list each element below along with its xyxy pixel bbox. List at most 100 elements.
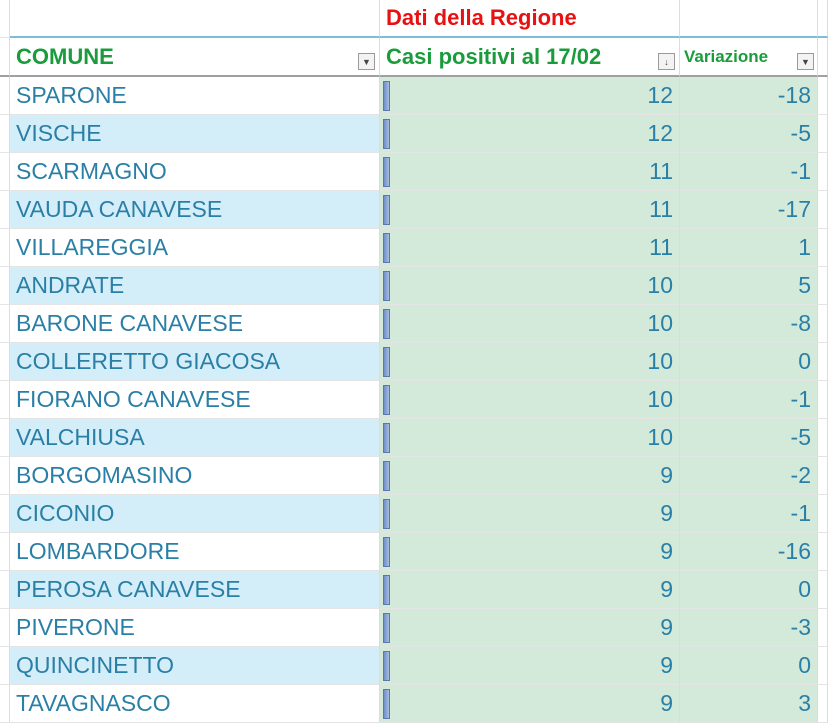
cell[interactable] bbox=[818, 685, 828, 723]
cell[interactable] bbox=[818, 457, 828, 495]
comune-cell[interactable]: TAVAGNASCO bbox=[10, 685, 380, 723]
comune-cell[interactable]: PIVERONE bbox=[10, 609, 380, 647]
comune-cell[interactable]: VILLAREGGIA bbox=[10, 229, 380, 267]
cell[interactable] bbox=[0, 609, 10, 647]
variazione-cell[interactable]: -5 bbox=[680, 115, 818, 153]
cell[interactable] bbox=[818, 191, 828, 229]
cell[interactable] bbox=[0, 305, 10, 343]
casi-cell[interactable]: 12 bbox=[380, 115, 680, 153]
variazione-cell[interactable]: -16 bbox=[680, 533, 818, 571]
cell[interactable] bbox=[818, 115, 828, 153]
comune-cell[interactable]: VAUDA CANAVESE bbox=[10, 191, 380, 229]
cell[interactable] bbox=[818, 153, 828, 191]
comune-cell[interactable]: COLLERETTO GIACOSA bbox=[10, 343, 380, 381]
cell[interactable] bbox=[0, 381, 10, 419]
variazione-cell[interactable]: 3 bbox=[680, 685, 818, 723]
cell[interactable] bbox=[818, 305, 828, 343]
variazione-cell[interactable]: -8 bbox=[680, 305, 818, 343]
cell[interactable] bbox=[818, 609, 828, 647]
variazione-cell[interactable]: -5 bbox=[680, 419, 818, 457]
cell[interactable] bbox=[0, 38, 10, 77]
cell[interactable] bbox=[818, 77, 828, 115]
filter-dropdown-icon[interactable]: ▼ bbox=[797, 53, 814, 70]
cell[interactable] bbox=[0, 685, 10, 723]
comune-cell[interactable]: VALCHIUSA bbox=[10, 419, 380, 457]
cell[interactable] bbox=[818, 571, 828, 609]
variazione-cell[interactable]: 0 bbox=[680, 343, 818, 381]
cell[interactable] bbox=[680, 0, 818, 38]
variazione-cell[interactable]: -18 bbox=[680, 77, 818, 115]
casi-cell[interactable]: 9 bbox=[380, 457, 680, 495]
column-header-label: Variazione bbox=[684, 46, 769, 66]
comune-cell[interactable]: BORGOMASINO bbox=[10, 457, 380, 495]
column-header-casi[interactable]: Casi positivi al 17/02 ↓ bbox=[380, 38, 680, 77]
cell[interactable] bbox=[818, 533, 828, 571]
cell[interactable] bbox=[0, 419, 10, 457]
filter-dropdown-icon[interactable]: ▼ bbox=[358, 53, 375, 70]
cell[interactable] bbox=[0, 0, 10, 38]
cell[interactable] bbox=[0, 115, 10, 153]
cell[interactable] bbox=[0, 343, 10, 381]
cell[interactable] bbox=[0, 571, 10, 609]
cell[interactable] bbox=[818, 0, 828, 38]
variazione-cell[interactable]: -2 bbox=[680, 457, 818, 495]
cell[interactable] bbox=[10, 0, 380, 38]
casi-cell[interactable]: 9 bbox=[380, 533, 680, 571]
cell[interactable] bbox=[0, 77, 10, 115]
column-header-comune[interactable]: COMUNE ▼ bbox=[10, 38, 380, 77]
comune-cell[interactable]: LOMBARDORE bbox=[10, 533, 380, 571]
cell[interactable] bbox=[818, 647, 828, 685]
cell[interactable] bbox=[818, 38, 828, 77]
cell[interactable] bbox=[818, 381, 828, 419]
comune-cell[interactable]: SCARMAGNO bbox=[10, 153, 380, 191]
casi-cell[interactable]: 9 bbox=[380, 495, 680, 533]
cell[interactable] bbox=[0, 229, 10, 267]
comune-cell[interactable]: FIORANO CANAVESE bbox=[10, 381, 380, 419]
casi-cell[interactable]: 9 bbox=[380, 609, 680, 647]
comune-cell[interactable]: PEROSA CANAVESE bbox=[10, 571, 380, 609]
casi-cell[interactable]: 9 bbox=[380, 685, 680, 723]
cell[interactable] bbox=[818, 267, 828, 305]
cell[interactable] bbox=[0, 153, 10, 191]
casi-cell[interactable]: 10 bbox=[380, 305, 680, 343]
variazione-cell[interactable]: 5 bbox=[680, 267, 818, 305]
casi-cell[interactable]: 9 bbox=[380, 571, 680, 609]
column-header-variazione[interactable]: Variazione ▼ bbox=[680, 38, 818, 77]
cell[interactable] bbox=[0, 647, 10, 685]
casi-cell[interactable]: 12 bbox=[380, 77, 680, 115]
casi-cell[interactable]: 11 bbox=[380, 191, 680, 229]
comune-cell[interactable]: QUINCINETTO bbox=[10, 647, 380, 685]
casi-cell[interactable]: 10 bbox=[380, 419, 680, 457]
casi-value: 12 bbox=[647, 82, 673, 108]
group-title[interactable]: Dati della Regione bbox=[380, 0, 680, 38]
cell[interactable] bbox=[0, 457, 10, 495]
variazione-cell[interactable]: -1 bbox=[680, 153, 818, 191]
variazione-cell[interactable]: -1 bbox=[680, 381, 818, 419]
cell[interactable] bbox=[0, 533, 10, 571]
comune-cell[interactable]: SPARONE bbox=[10, 77, 380, 115]
comune-cell[interactable]: ANDRATE bbox=[10, 267, 380, 305]
casi-cell[interactable]: 11 bbox=[380, 229, 680, 267]
cell[interactable] bbox=[818, 495, 828, 533]
cell[interactable] bbox=[818, 229, 828, 267]
variazione-cell[interactable]: 0 bbox=[680, 647, 818, 685]
cell[interactable] bbox=[0, 495, 10, 533]
cell[interactable] bbox=[0, 267, 10, 305]
casi-cell[interactable]: 10 bbox=[380, 267, 680, 305]
comune-cell[interactable]: VISCHE bbox=[10, 115, 380, 153]
casi-cell[interactable]: 11 bbox=[380, 153, 680, 191]
casi-cell[interactable]: 9 bbox=[380, 647, 680, 685]
cell[interactable] bbox=[818, 343, 828, 381]
cell[interactable] bbox=[0, 191, 10, 229]
casi-cell[interactable]: 10 bbox=[380, 343, 680, 381]
variazione-cell[interactable]: -1 bbox=[680, 495, 818, 533]
variazione-cell[interactable]: -3 bbox=[680, 609, 818, 647]
variazione-cell[interactable]: 1 bbox=[680, 229, 818, 267]
cell[interactable] bbox=[818, 419, 828, 457]
variazione-cell[interactable]: 0 bbox=[680, 571, 818, 609]
comune-cell[interactable]: BARONE CANAVESE bbox=[10, 305, 380, 343]
comune-cell[interactable]: CICONIO bbox=[10, 495, 380, 533]
variazione-cell[interactable]: -17 bbox=[680, 191, 818, 229]
sort-descending-icon[interactable]: ↓ bbox=[658, 53, 675, 70]
casi-cell[interactable]: 10 bbox=[380, 381, 680, 419]
